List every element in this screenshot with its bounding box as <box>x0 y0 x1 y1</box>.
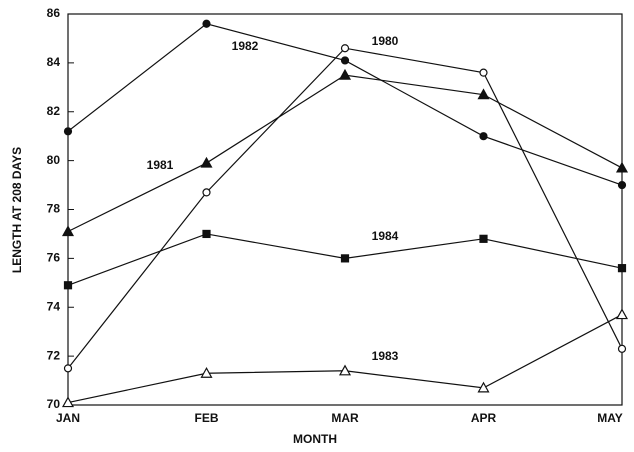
point <box>63 127 73 136</box>
point <box>479 132 488 141</box>
point <box>63 281 73 290</box>
series-label: 1983 <box>372 349 399 363</box>
y-tick-label: 74 <box>47 299 61 313</box>
point <box>338 364 352 376</box>
series-line <box>67 314 623 404</box>
point <box>340 56 350 65</box>
point <box>338 68 352 80</box>
point <box>61 396 75 408</box>
series-label: 1980 <box>372 34 399 48</box>
y-tick-label: 72 <box>47 348 61 362</box>
y-tick-label: 76 <box>47 251 61 265</box>
point <box>617 264 627 273</box>
y-tick-label: 78 <box>47 202 61 216</box>
x-tick-label: FEB <box>195 411 219 425</box>
x-tick-label: MAR <box>331 411 359 425</box>
point <box>200 366 213 378</box>
series-line <box>67 74 623 233</box>
point <box>617 180 627 190</box>
point <box>479 68 488 77</box>
point <box>202 19 211 28</box>
point <box>202 188 211 197</box>
point <box>615 161 629 173</box>
x-tick-label: MAY <box>597 411 623 425</box>
point <box>479 234 488 243</box>
point <box>202 229 211 239</box>
point <box>615 308 629 320</box>
point <box>477 381 490 393</box>
point <box>340 44 350 53</box>
y-tick-label: 86 <box>47 6 61 20</box>
y-tick-label: 84 <box>47 55 61 69</box>
point <box>477 88 490 100</box>
x-axis-label: MONTH <box>293 432 337 446</box>
series-line <box>67 47 623 369</box>
y-tick-label: 70 <box>47 397 61 411</box>
point <box>340 254 350 263</box>
x-tick-label: APR <box>471 411 497 425</box>
point <box>61 225 75 237</box>
series-label: 1984 <box>372 229 399 243</box>
series-label: 1981 <box>147 158 174 172</box>
y-tick-label: 80 <box>47 153 61 167</box>
point <box>200 156 213 168</box>
point <box>617 344 627 353</box>
series-label: 1982 <box>232 39 259 53</box>
point <box>63 364 73 373</box>
y-axis-label: LENGTH AT 208 DAYS <box>10 147 24 273</box>
x-tick-label: JAN <box>56 411 80 425</box>
y-tick-label: 82 <box>47 104 61 118</box>
